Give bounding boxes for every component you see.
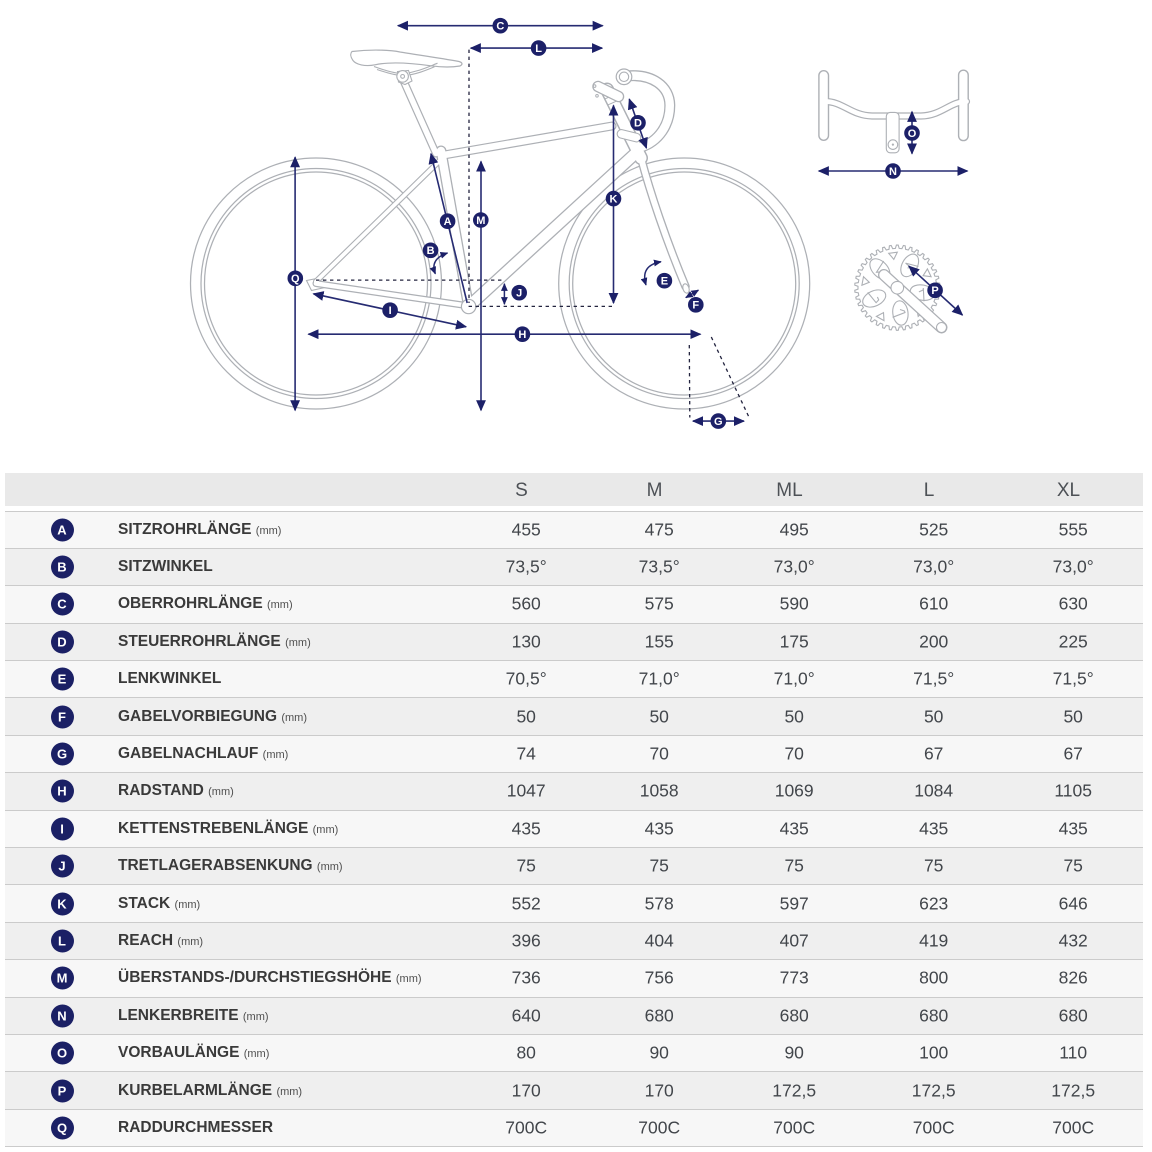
svg-text:I: I [389,305,392,317]
svg-text:H: H [518,329,526,341]
svg-text:K: K [610,194,618,206]
svg-text:N: N [889,166,897,178]
svg-text:O: O [908,128,917,140]
svg-text:F: F [692,300,699,312]
svg-text:D: D [634,118,642,130]
svg-text:L: L [535,43,542,55]
svg-text:A: A [444,216,452,228]
svg-text:M: M [476,215,485,227]
svg-text:G: G [714,416,723,428]
svg-text:Q: Q [291,273,300,285]
svg-text:B: B [427,245,435,257]
svg-text:E: E [661,276,668,288]
svg-text:C: C [496,21,504,33]
svg-text:J: J [516,288,522,300]
svg-text:P: P [931,285,938,297]
